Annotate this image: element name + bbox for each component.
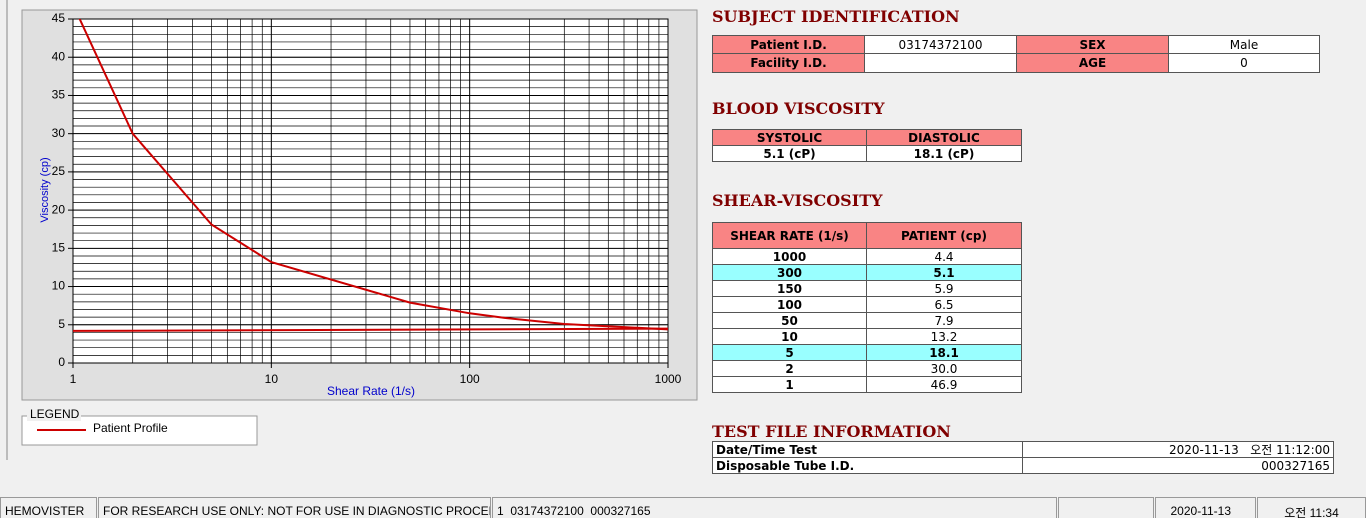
field-value: 2020-11-13 오전 11:12:00 [1022, 441, 1334, 458]
y-tick-label: 10 [52, 279, 66, 293]
field-value: Male [1168, 35, 1320, 54]
table-cell: 300 [712, 264, 867, 281]
section-title: BLOOD VISCOSITY [712, 99, 885, 118]
field-label: Date/Time Test [712, 441, 1023, 458]
y-axis-label: Viscosity (cp) [39, 157, 51, 222]
x-tick-label: 10 [265, 372, 279, 386]
table-cell: 46.9 [866, 376, 1022, 393]
field-label: Disposable Tube I.D. [712, 457, 1023, 474]
status-cell: 오전 11:34 [1257, 497, 1366, 518]
data-line [78, 19, 668, 331]
field-value [864, 53, 1017, 73]
status-cell: 1 03174372100 000327165 [492, 497, 1057, 518]
section-title: SUBJECT IDENTIFICATION [712, 7, 960, 26]
y-tick-label: 20 [52, 202, 66, 216]
plot-area [72, 18, 669, 364]
table-cell: 4.4 [866, 248, 1022, 265]
section-title: SHEAR-VISCOSITY [712, 191, 883, 210]
x-tick-label: 1000 [655, 372, 682, 386]
field-label: AGE [1016, 53, 1169, 73]
field-value: 0 [1168, 53, 1320, 73]
value-cell: 5.1 (cP) [712, 145, 867, 162]
table-cell: 30.0 [866, 360, 1022, 377]
status-cell [1058, 497, 1154, 518]
status-cell: 2020-11-13 [1155, 497, 1256, 518]
header-cell: DIASTOLIC [866, 129, 1022, 146]
table-cell: 6.5 [866, 296, 1022, 313]
table-cell: 7.9 [866, 312, 1022, 329]
x-axis-label: Shear Rate (1/s) [327, 384, 415, 398]
table-cell: 100 [712, 296, 867, 313]
y-tick-label: 45 [52, 11, 66, 25]
legend-title: LEGEND [30, 407, 80, 421]
table-cell: 1 [712, 376, 867, 393]
legend-title-bg [27, 409, 81, 421]
y-tick-label: 35 [52, 88, 66, 102]
y-tick-label: 0 [58, 355, 65, 369]
header-cell: SYSTOLIC [712, 129, 867, 146]
field-value: 03174372100 [864, 35, 1017, 54]
y-tick-label: 30 [52, 126, 66, 140]
status-cell: FOR RESEARCH USE ONLY: NOT FOR USE IN DI… [98, 497, 491, 518]
field-value: 000327165 [1022, 457, 1334, 474]
y-tick-label: 15 [52, 241, 66, 255]
y-tick-label: 5 [58, 317, 65, 331]
table-cell: 5.9 [866, 280, 1022, 297]
table-cell: 18.1 [866, 344, 1022, 361]
value-cell: 18.1 (cP) [866, 145, 1022, 162]
header-cell: PATIENT (cp) [866, 222, 1022, 249]
field-label: Patient I.D. [712, 35, 865, 54]
section-title: TEST FILE INFORMATION [712, 422, 951, 441]
table-cell: 150 [712, 280, 867, 297]
header-cell: SHEAR RATE (1/s) [712, 222, 867, 249]
field-label: SEX [1016, 35, 1169, 54]
table-cell: 13.2 [866, 328, 1022, 345]
legend-label: Patient Profile [93, 421, 168, 435]
data-line [73, 327, 668, 332]
status-cell: HEMOVISTER [0, 497, 97, 518]
table-cell: 50 [712, 312, 867, 329]
y-tick-label: 40 [52, 49, 66, 63]
table-cell: 5.1 [866, 264, 1022, 281]
y-tick-label: 25 [52, 164, 66, 178]
table-cell: 10 [712, 328, 867, 345]
chart: Shear Rate (1/s) Viscosity (cp) LEGEND P… [6, 0, 698, 460]
table-cell: 5 [712, 344, 867, 361]
x-tick-label: 1 [70, 372, 77, 386]
x-tick-label: 100 [460, 372, 480, 386]
table-cell: 1000 [712, 248, 867, 265]
table-cell: 2 [712, 360, 867, 377]
field-label: Facility I.D. [712, 53, 865, 73]
